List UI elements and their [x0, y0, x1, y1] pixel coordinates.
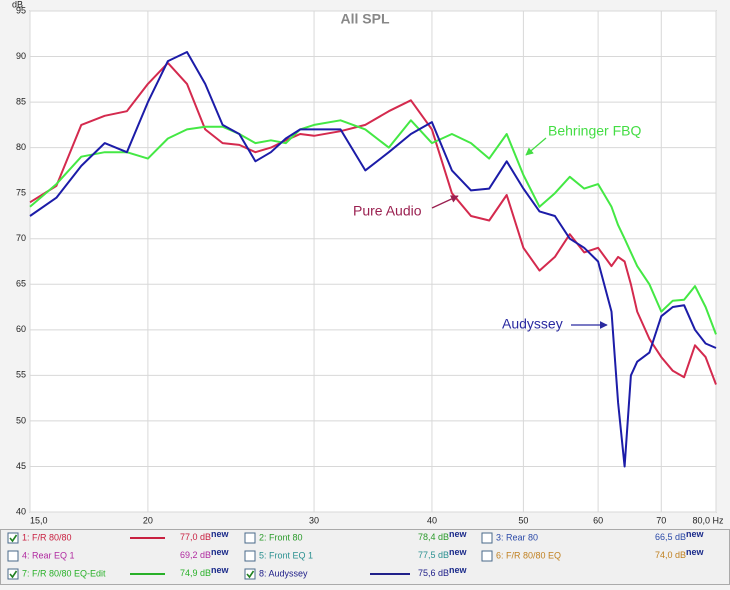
y-tick-label: 65: [16, 279, 26, 289]
legend-tag: new: [686, 529, 705, 539]
legend-tag: new: [211, 547, 230, 557]
legend-level-value: 74,0 dB: [655, 550, 686, 560]
legend-checkbox: [7, 550, 19, 562]
legend-checkbox: [481, 550, 493, 562]
y-tick-label: 80: [16, 142, 26, 152]
legend-level: 77,5 dBnew: [418, 547, 468, 560]
annotation: Audyssey: [502, 316, 563, 332]
legend-label: 1: F/R 80/80: [22, 532, 72, 542]
legend-checkbox: [7, 532, 19, 544]
legend-tag: new: [211, 529, 230, 539]
legend-checkmark: [9, 534, 18, 543]
legend-checkbox: [244, 550, 256, 562]
legend-level-value: 69,2 dB: [180, 550, 211, 560]
x-tick-label: 60: [593, 515, 603, 525]
x-tick-label: 40: [427, 515, 437, 525]
legend-level: 77,0 dBnew: [180, 529, 230, 542]
legend-checkbox: [481, 532, 493, 544]
legend-tag: new: [449, 565, 468, 575]
x-tick-label: 30: [309, 515, 319, 525]
legend: 1: F/R 80/80 77,0 dBnew 2: Front 80 78,4 dB…: [7, 529, 705, 580]
lines: [29, 51, 717, 468]
x-tick-label: 70: [656, 515, 666, 525]
legend-label: 4: Rear EQ 1: [22, 550, 75, 560]
legend-checkbox: [244, 532, 256, 544]
legend-checkbox: [7, 568, 19, 580]
annotation-arrow: [525, 137, 547, 156]
x-tick-label: 80,0 Hz: [692, 515, 724, 525]
legend-label: 3: Rear 80: [496, 532, 538, 542]
annotation: Pure Audio: [353, 203, 422, 219]
y-tick-label: 60: [16, 324, 26, 334]
series-line: [29, 51, 717, 468]
y-tick-label: 55: [16, 370, 26, 380]
legend-label: 2: Front 80: [259, 532, 303, 542]
y-tick-label: 40: [16, 506, 26, 516]
legend-tag: new: [211, 565, 230, 575]
legend-label: 5: Front EQ 1: [259, 550, 313, 560]
legend-level: 74,0 dBnew: [655, 547, 705, 560]
series-line: [29, 61, 717, 385]
legend-checkbox: [244, 568, 256, 580]
legend-level: 75,6 dBnew: [418, 565, 468, 578]
y-tick-label: 50: [16, 415, 26, 425]
chart-title: All SPL: [340, 11, 389, 27]
annotation: Behringer FBQ: [548, 123, 641, 139]
y-tick-label: 75: [16, 188, 26, 198]
legend-label: 7: F/R 80/80 EQ-Edit: [22, 568, 106, 578]
legend-tag: new: [449, 529, 468, 539]
x-tick-label: 20: [143, 515, 153, 525]
x-tick-label: 50: [518, 515, 528, 525]
annotation-arrow: [431, 195, 459, 209]
legend-level-value: 66,5 dB: [655, 532, 686, 542]
legend-level: 69,2 dBnew: [180, 547, 230, 560]
legend-level: 74,9 dBnew: [180, 565, 230, 578]
legend-level: 78,4 dBnew: [418, 529, 468, 542]
grid: 40 45 50 55 60 65 70 75 80 85 90 95 15,0 20 30 40 50 60 70…: [16, 5, 724, 525]
plot-area: [29, 10, 717, 513]
legend-level-value: 74,9 dB: [180, 568, 211, 578]
legend-tag: new: [686, 547, 705, 557]
y-axis-label: dB: [12, 0, 23, 9]
y-tick-label: 70: [16, 233, 26, 243]
legend-checkmark: [246, 570, 255, 579]
legend-level-value: 77,5 dB: [418, 550, 449, 560]
y-tick-label: 95: [16, 5, 26, 15]
legend-level-value: 78,4 dB: [418, 532, 449, 542]
legend-panel: [0, 529, 730, 585]
x-tick-label: 15,0: [30, 515, 48, 525]
legend-level: 66,5 dBnew: [655, 529, 705, 542]
legend-level-value: 75,6 dB: [418, 568, 449, 578]
legend-level-value: 77,0 dB: [180, 532, 211, 542]
legend-checkmark: [9, 570, 18, 579]
legend-label: 6: F/R 80/80 EQ: [496, 550, 561, 560]
legend-tag: new: [449, 547, 468, 557]
series-line: [29, 119, 717, 335]
y-tick-label: 90: [16, 51, 26, 61]
legend-label: 8: Audyssey: [259, 568, 308, 578]
y-tick-label: 85: [16, 96, 26, 106]
y-tick-label: 45: [16, 461, 26, 471]
